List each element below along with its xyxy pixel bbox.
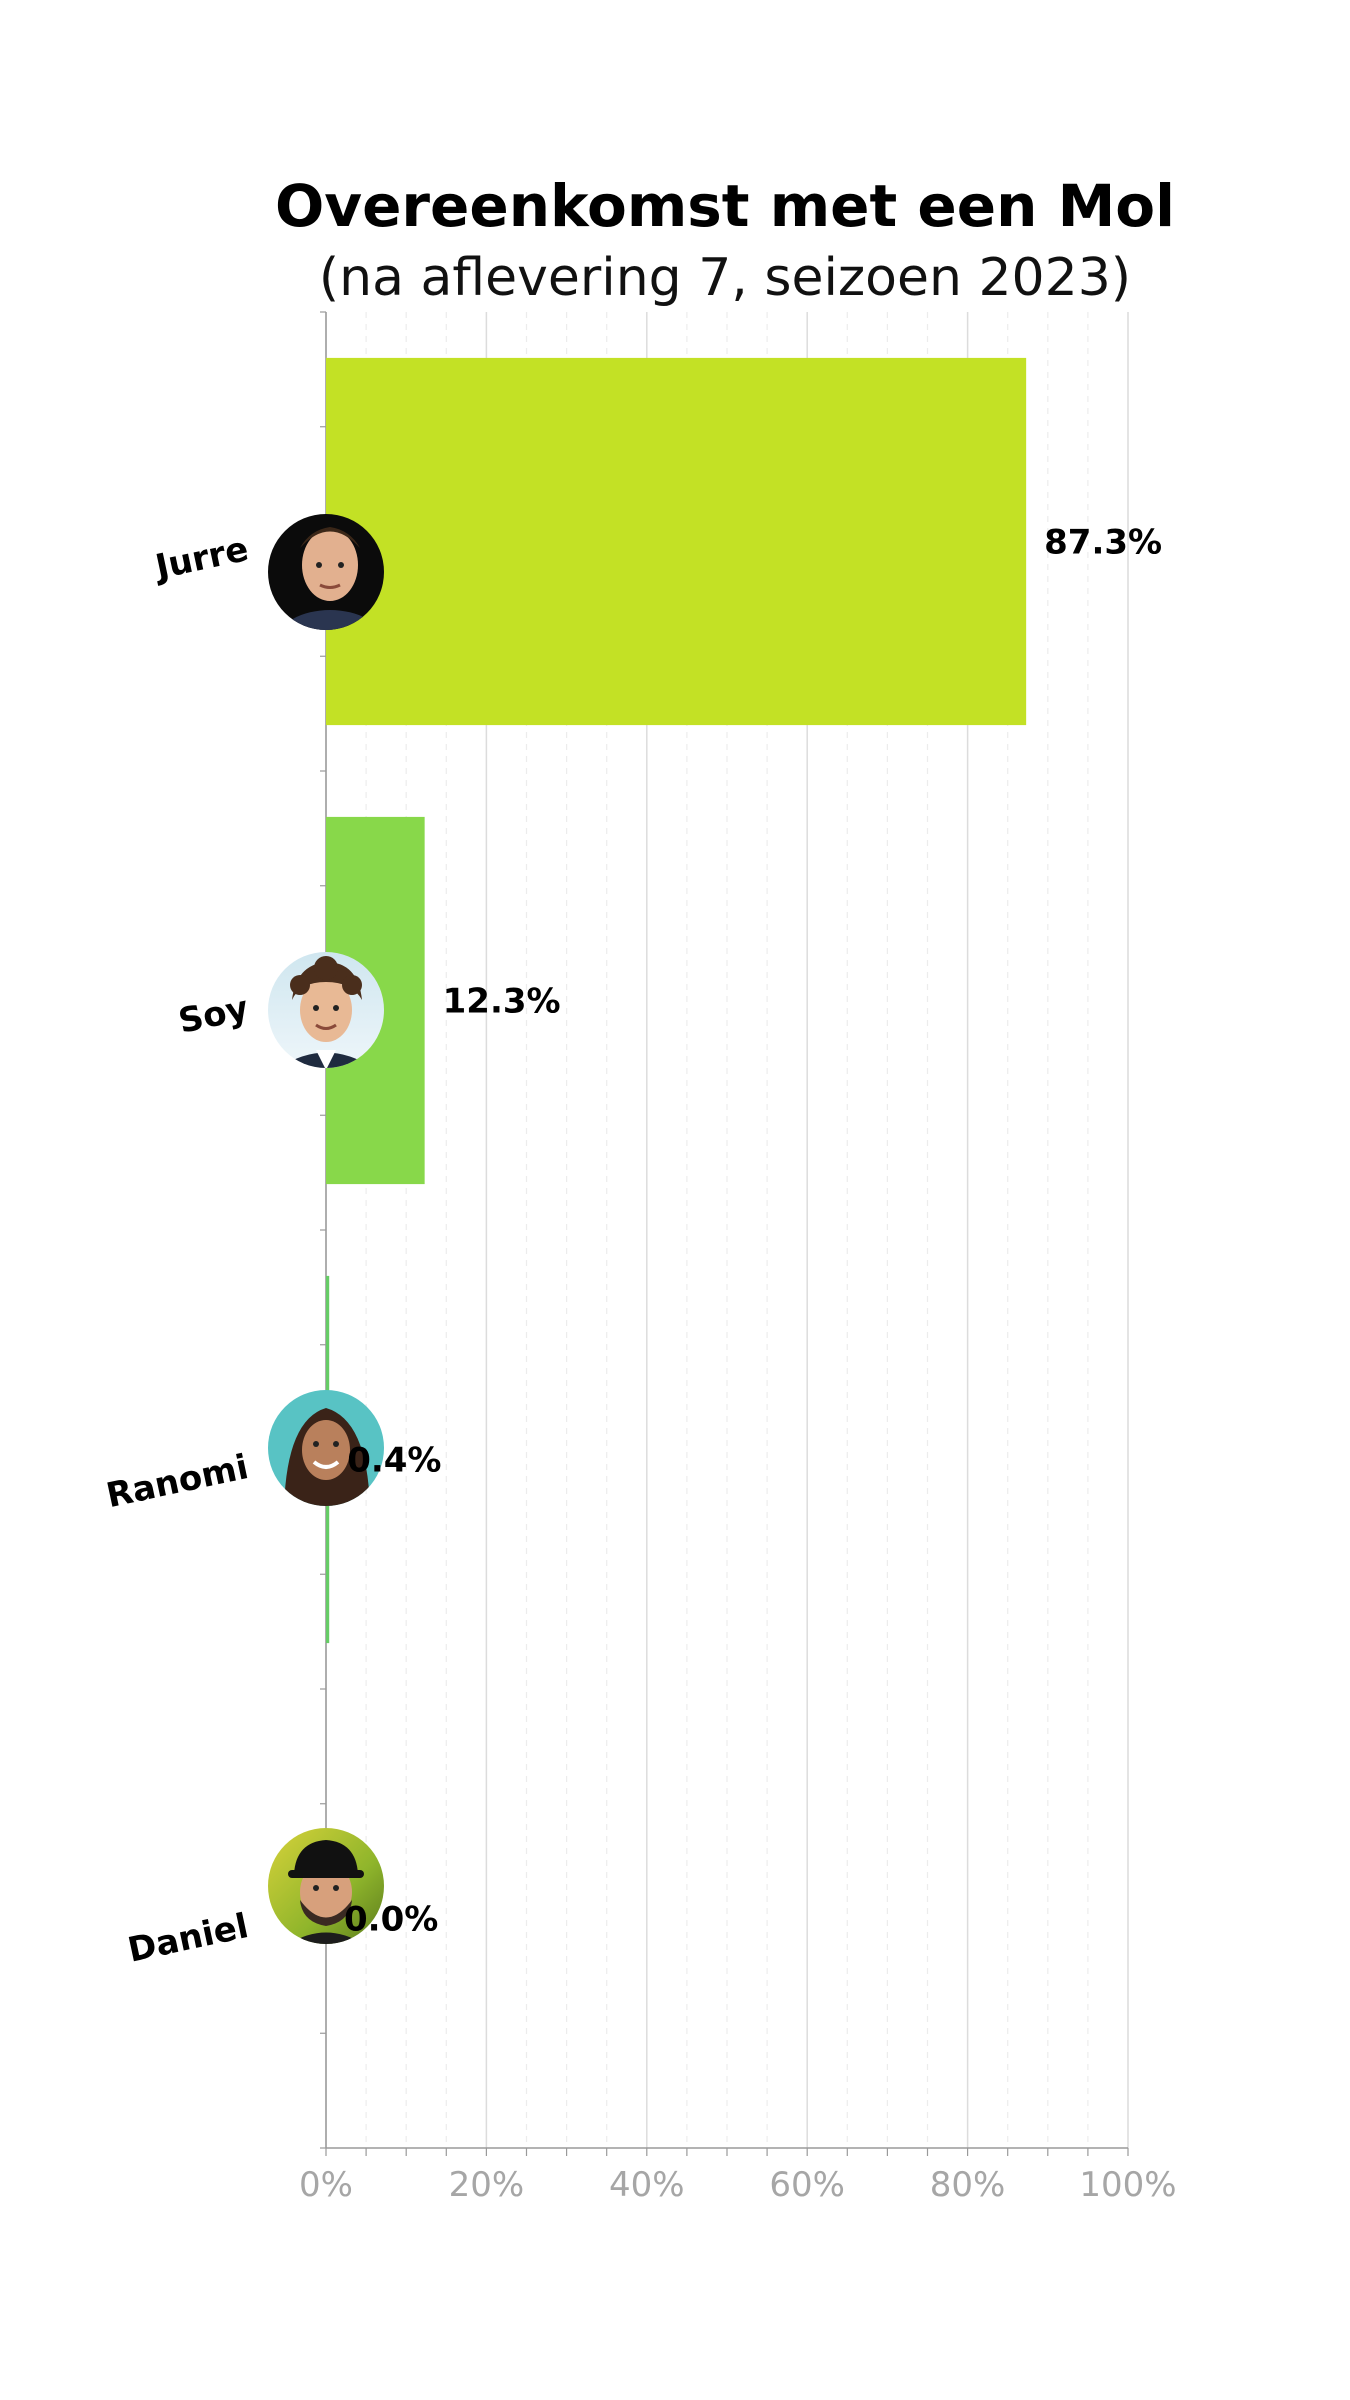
x-tick-label: 40%	[609, 2165, 685, 2205]
category-label-soy: Soy	[175, 988, 252, 1042]
x-tick-label: 60%	[769, 2165, 845, 2205]
category-label-daniel: Daniel	[124, 1906, 251, 1970]
x-tick-labels: 0% 20% 40% 60% 80% 100%	[299, 2165, 1177, 2205]
chart-subtitle: (na aflevering 7, seizoen 2023)	[319, 248, 1131, 308]
value-label-jurre: 87.3%	[1044, 523, 1162, 563]
category-label-ranomi: Ranomi	[103, 1447, 252, 1516]
x-tick-label: 100%	[1079, 2165, 1176, 2205]
value-label-soy: 12.3%	[443, 982, 561, 1022]
value-label-ranomi: 0.4%	[347, 1441, 441, 1481]
soy-avatar-icon	[268, 952, 384, 1068]
x-tick-label: 20%	[449, 2165, 525, 2205]
bar-jurre	[326, 357, 1027, 726]
category-label-jurre: Jurre	[150, 529, 252, 588]
chart-title: Overeenkomst met een Mol	[275, 172, 1175, 240]
value-label-daniel: 0.0%	[344, 1900, 438, 1940]
daniel-avatar-icon	[268, 1828, 384, 1944]
x-tick-label: 80%	[930, 2165, 1006, 2205]
ranomi-avatar-icon	[268, 1390, 384, 1506]
category-labels: Jurre Soy Ranomi Daniel	[103, 529, 252, 1970]
bars	[326, 357, 1027, 1644]
x-tick-label: 0%	[299, 2165, 353, 2205]
value-labels: 87.3% 12.3% 0.4% 0.0%	[344, 523, 1162, 1940]
